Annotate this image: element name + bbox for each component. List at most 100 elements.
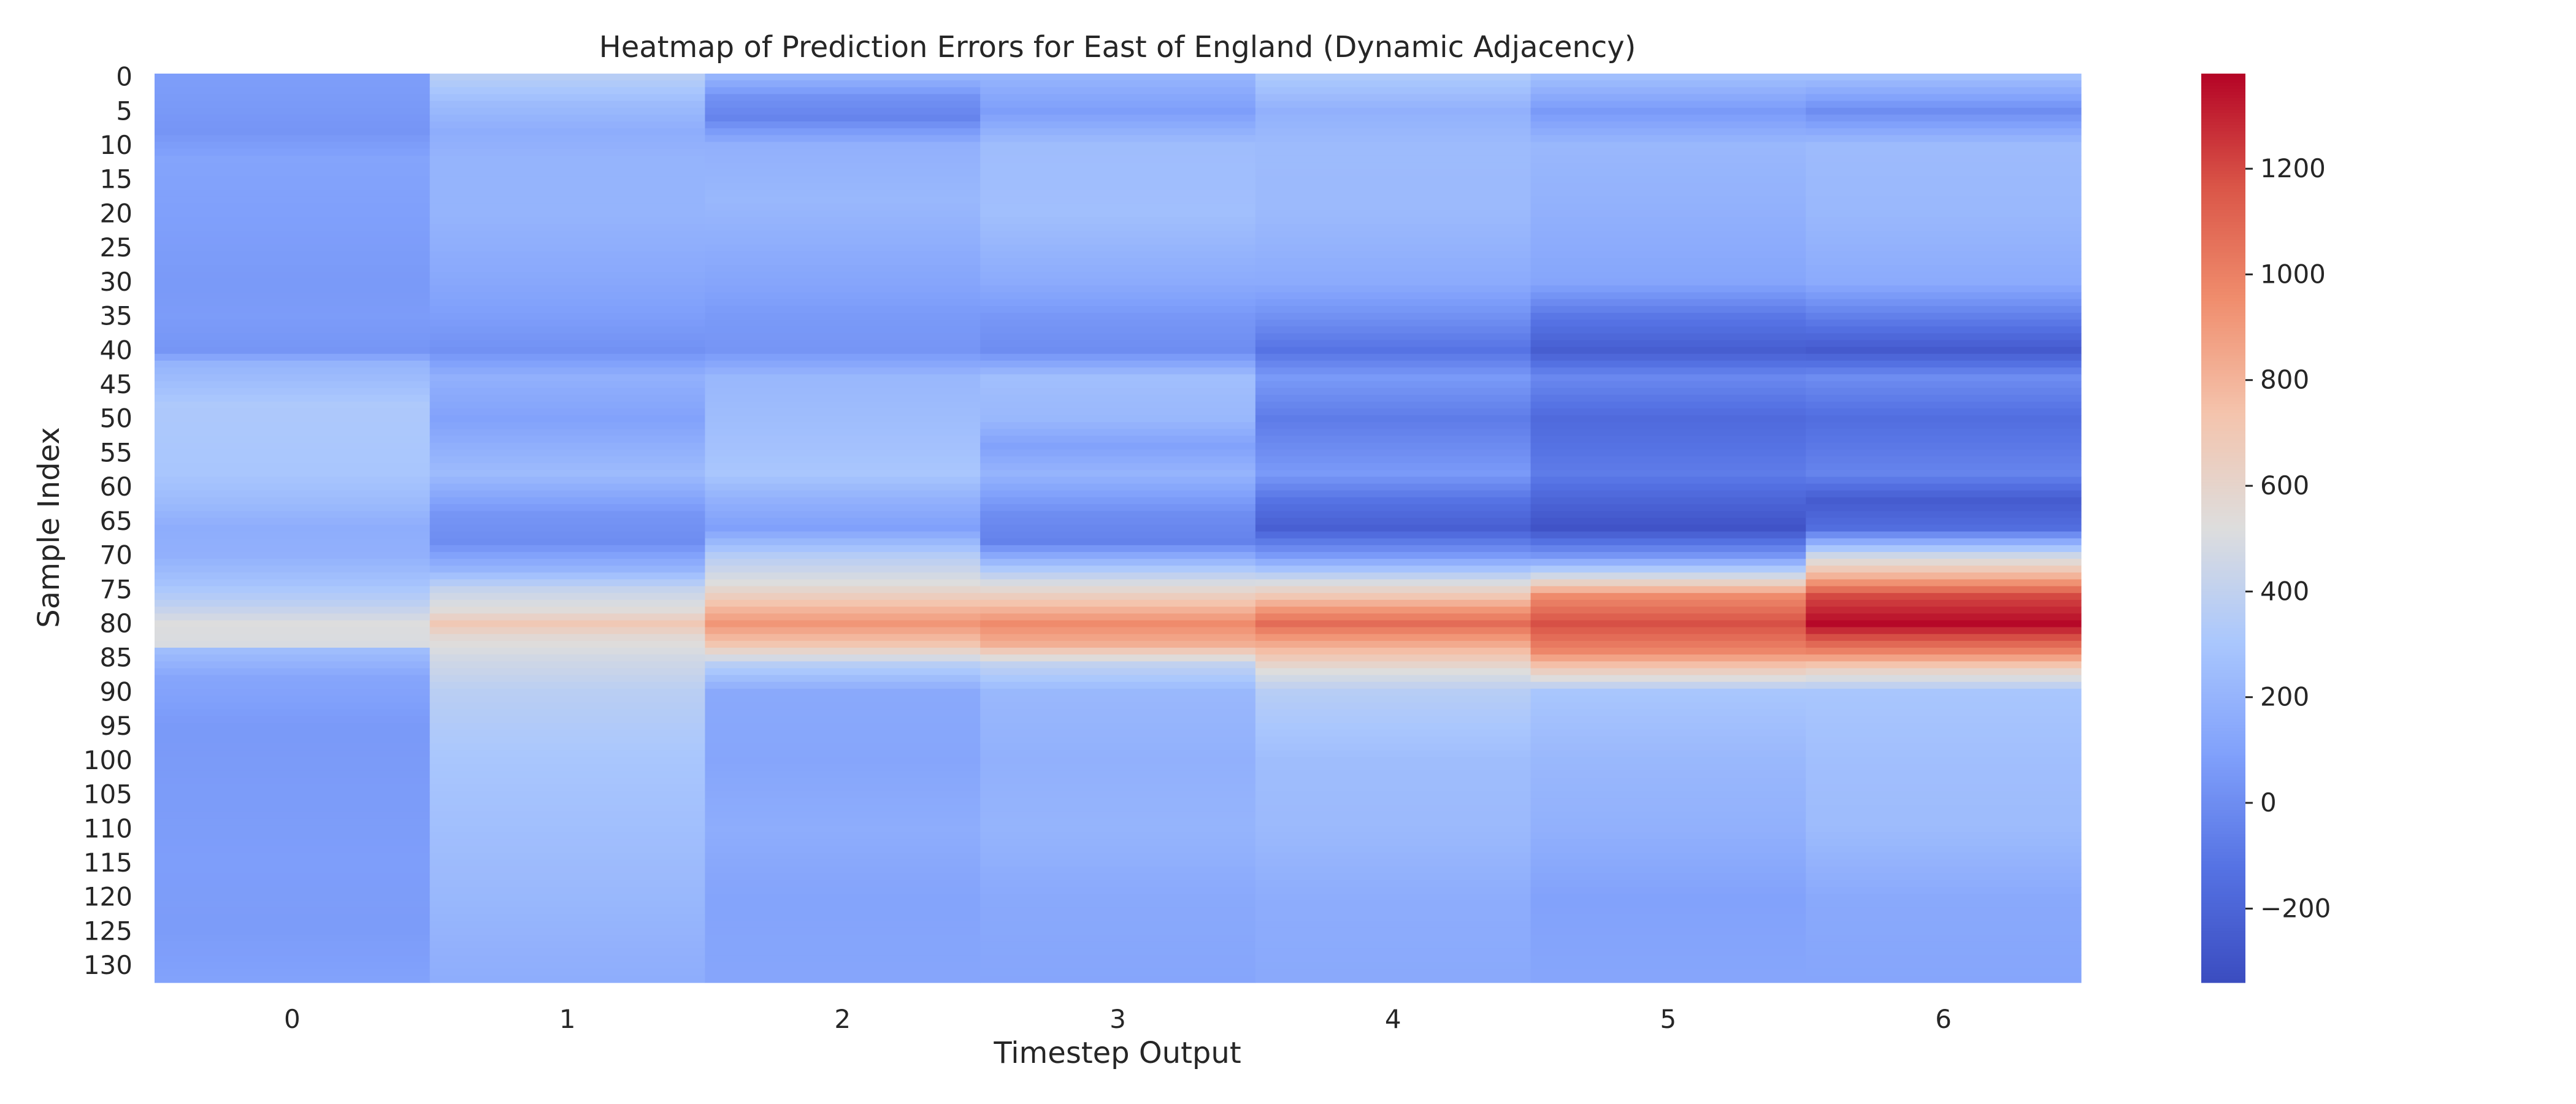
heatmap-cell <box>705 128 981 136</box>
heatmap-cell <box>155 729 431 737</box>
colorbar-segment <box>2201 307 2245 310</box>
heatmap-cell <box>705 873 981 881</box>
colorbar-segment <box>2201 149 2245 153</box>
heatmap-cell <box>1806 353 2082 361</box>
heatmap-cell <box>155 770 431 778</box>
colorbar-segment <box>2201 210 2245 213</box>
heatmap-cell <box>1806 415 2082 423</box>
colorbar-segment <box>2201 264 2245 268</box>
heatmap-cell <box>980 401 1256 409</box>
colorbar-segment <box>2201 549 2245 553</box>
heatmap-cell <box>1530 640 1806 648</box>
heatmap-cell <box>1806 313 2082 320</box>
heatmap-cell <box>1530 668 1806 676</box>
heatmap-cell <box>155 764 431 772</box>
heatmap-cell <box>155 750 431 757</box>
colorbar-segment <box>2201 828 2245 832</box>
colorbar <box>2201 74 2245 983</box>
heatmap-cell <box>705 326 981 334</box>
heatmap-cell <box>705 183 981 191</box>
heatmap-cell <box>429 743 706 751</box>
heatmap-cell <box>155 415 431 423</box>
colorbar-segment <box>2201 519 2245 523</box>
heatmap-cell <box>1255 736 1531 744</box>
heatmap-cell <box>429 607 706 614</box>
heatmap-cell <box>429 538 706 546</box>
heatmap-cell <box>980 805 1256 813</box>
colorbar-segment <box>2201 700 2245 705</box>
heatmap-cell <box>1530 565 1806 573</box>
heatmap-cell <box>155 880 431 887</box>
heatmap-cell <box>1530 853 1806 861</box>
colorbar-segment <box>2201 237 2245 241</box>
colorbar-segment <box>2201 140 2245 144</box>
heatmap-cell <box>980 183 1256 191</box>
heatmap-cell <box>1530 518 1806 526</box>
heatmap-cell <box>980 237 1256 245</box>
heatmap-cell <box>1806 183 2082 191</box>
heatmap-cell <box>1530 743 1806 751</box>
heatmap-cell <box>1806 681 2082 689</box>
heatmap-cell <box>705 155 981 163</box>
heatmap-cell <box>155 894 431 901</box>
heatmap-cell <box>1806 921 2082 929</box>
heatmap-cell <box>980 696 1256 703</box>
heatmap-cell <box>429 258 706 266</box>
heatmap-cell <box>1255 381 1531 389</box>
colorbar-segment <box>2201 243 2245 247</box>
heatmap-cell <box>1255 750 1531 757</box>
heatmap-cell <box>155 791 431 799</box>
colorbar-segment <box>2201 697 2245 702</box>
heatmap-cell <box>1806 839 2082 846</box>
colorbar-segment <box>2201 922 2245 926</box>
heatmap-cell <box>155 87 431 95</box>
heatmap-cell <box>1255 408 1531 416</box>
heatmap-cell <box>705 921 981 929</box>
heatmap-cell <box>980 94 1256 102</box>
heatmap-cell <box>705 935 981 942</box>
heatmap-cell <box>1530 429 1806 437</box>
heatmap-cell <box>429 477 706 485</box>
heatmap-cell <box>705 258 981 266</box>
heatmap-cell <box>155 408 431 416</box>
colorbar-segment <box>2201 377 2245 380</box>
colorbar-segment <box>2201 773 2245 777</box>
colorbar-segment <box>2201 534 2245 538</box>
colorbar-segment <box>2201 352 2245 356</box>
heatmap-cell <box>429 592 706 600</box>
heatmap-cell <box>155 449 431 457</box>
heatmap-cell <box>429 736 706 744</box>
heatmap-cell <box>1530 798 1806 805</box>
colorbar-segment <box>2201 161 2245 165</box>
heatmap-cell <box>1806 914 2082 922</box>
heatmap-cell <box>155 210 431 218</box>
colorbar-segment <box>2201 870 2245 874</box>
heatmap-cell <box>155 518 431 526</box>
heatmap-cell <box>155 169 431 177</box>
heatmap-cell <box>1806 545 2082 553</box>
heatmap-cell <box>1806 784 2082 792</box>
colorbar-segment <box>2201 531 2245 535</box>
heatmap-cell <box>429 907 706 915</box>
heatmap-cell <box>1806 429 2082 437</box>
heatmap-cell <box>1530 764 1806 772</box>
heatmap-cell <box>980 743 1256 751</box>
heatmap-cell <box>429 518 706 526</box>
heatmap-cell <box>705 962 981 970</box>
heatmap-cell <box>705 648 981 655</box>
heatmap-cell <box>1806 750 2082 757</box>
heatmap-cell <box>1806 736 2082 744</box>
heatmap-cell <box>1255 975 1531 983</box>
heatmap-cell <box>1255 586 1531 594</box>
heatmap-cell <box>980 968 1256 976</box>
heatmap-cell <box>1255 927 1531 935</box>
heatmap-cell <box>1806 866 2082 874</box>
heatmap-cell <box>429 408 706 416</box>
heatmap-cell <box>705 607 981 614</box>
heatmap-cell <box>980 853 1256 861</box>
heatmap-cell <box>1530 818 1806 826</box>
heatmap-cell <box>1806 272 2082 279</box>
heatmap-cell <box>155 347 431 355</box>
heatmap-cell <box>705 777 981 785</box>
heatmap-cell <box>1530 353 1806 361</box>
